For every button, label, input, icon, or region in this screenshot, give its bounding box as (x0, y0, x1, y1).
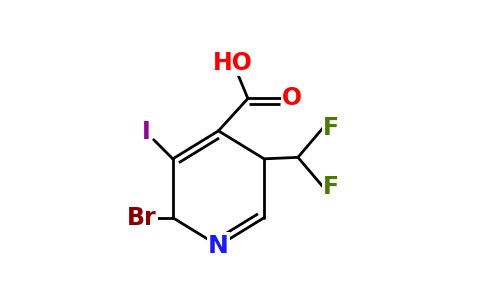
Text: HO: HO (213, 51, 253, 75)
Text: F: F (323, 116, 339, 140)
Text: N: N (208, 234, 229, 258)
Text: O: O (282, 86, 302, 110)
Text: I: I (142, 120, 151, 144)
Text: Br: Br (127, 206, 157, 230)
Text: F: F (323, 175, 339, 199)
